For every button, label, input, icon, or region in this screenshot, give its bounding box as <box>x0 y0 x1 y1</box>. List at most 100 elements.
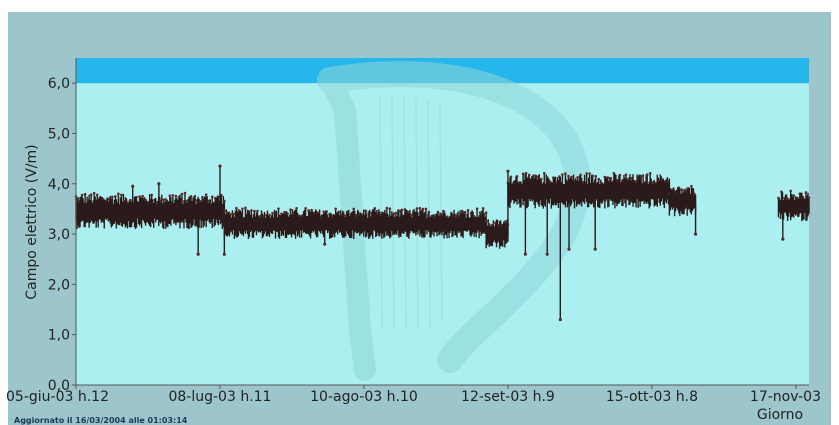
data-point-marker <box>475 207 479 211</box>
data-point-marker <box>588 172 591 175</box>
data-point-marker <box>253 209 256 213</box>
data-point-marker <box>680 188 684 192</box>
data-spike-marker <box>567 247 571 251</box>
data-point-marker <box>412 209 416 212</box>
data-spike-marker <box>781 237 785 241</box>
data-point-marker <box>95 193 99 197</box>
y-tick-label: 5,0 <box>48 126 70 142</box>
y-tick-label: 2,0 <box>48 277 70 293</box>
data-point-marker <box>570 175 573 179</box>
data-point-marker <box>466 209 470 212</box>
data-point-marker <box>618 173 622 177</box>
data-spike-marker <box>545 252 549 256</box>
data-point-marker <box>183 191 187 195</box>
data-point-marker <box>307 209 310 212</box>
data-point-marker <box>521 172 525 176</box>
data-point-marker <box>807 196 811 199</box>
data-spike-marker <box>222 252 226 256</box>
data-spike-marker <box>593 247 597 251</box>
data-point-marker <box>334 207 337 211</box>
data-point-marker <box>421 207 425 211</box>
data-point-marker <box>277 207 280 210</box>
data-point-marker <box>141 194 144 198</box>
data-point-marker <box>609 176 613 180</box>
data-point-marker <box>180 192 184 196</box>
data-point-marker <box>503 220 507 223</box>
data-point-marker <box>424 207 428 211</box>
data-point-marker <box>89 193 93 197</box>
data-point-marker <box>591 174 594 178</box>
data-point-marker <box>138 195 141 198</box>
series-segment <box>506 171 671 209</box>
data-point-marker <box>256 209 259 213</box>
data-point-marker <box>418 206 422 210</box>
updated-footnote: Aggiornato il 16/03/2004 alle 01:03:14 <box>14 416 188 425</box>
data-point-marker <box>585 172 588 175</box>
data-point-marker <box>171 193 175 197</box>
data-point-marker <box>561 173 564 176</box>
data-point-marker <box>804 191 808 194</box>
data-point-marker <box>174 194 178 198</box>
x-tick-label: 17-nov-03 <box>750 389 821 405</box>
data-point-marker <box>189 195 193 198</box>
data-point-marker <box>117 192 120 196</box>
data-point-marker <box>567 174 570 178</box>
y-tick-label: 4,0 <box>48 177 70 193</box>
data-point-marker <box>114 195 117 198</box>
data-point-marker <box>216 195 220 198</box>
data-point-marker <box>244 206 247 210</box>
series-segment <box>668 184 697 217</box>
data-point-marker <box>539 177 543 181</box>
data-point-marker <box>126 201 129 204</box>
data-layer <box>74 164 811 322</box>
data-point-marker <box>439 212 443 216</box>
data-point-marker <box>624 173 628 177</box>
data-spike-marker <box>523 252 527 256</box>
data-point-marker <box>364 209 368 213</box>
data-point-marker <box>394 211 398 215</box>
data-point-marker <box>120 193 123 197</box>
data-point-marker <box>481 207 485 210</box>
y-axis-title: Campo elettrico (V/m) <box>24 144 40 299</box>
data-point-marker <box>645 173 649 176</box>
data-point-marker <box>606 176 610 179</box>
y-tick-label: 6,0 <box>48 76 70 92</box>
x-tick-label: 05-giu-03 h.12 <box>6 389 109 405</box>
data-point-marker <box>241 207 244 211</box>
data-point-marker <box>436 210 440 214</box>
data-spike-marker <box>157 182 161 186</box>
data-point-marker <box>515 174 519 178</box>
data-point-marker <box>304 206 307 210</box>
data-point-marker <box>427 210 431 214</box>
data-point-marker <box>442 210 446 213</box>
data-point-marker <box>693 192 696 196</box>
data-point-marker <box>204 193 208 196</box>
x-tick-label: 08-lug-03 h.11 <box>168 389 271 405</box>
data-point-marker <box>576 176 579 179</box>
data-point-marker <box>385 206 389 210</box>
data-point-marker <box>406 210 410 214</box>
data-point-marker <box>594 174 598 178</box>
data-point-marker <box>400 208 404 212</box>
data-point-marker <box>484 211 488 215</box>
data-point-marker <box>478 211 482 214</box>
y-tick-label: 3,0 <box>48 227 70 243</box>
data-point-marker <box>83 192 87 196</box>
data-point-marker <box>777 196 780 200</box>
data-point-marker <box>397 209 401 213</box>
data-point-marker <box>210 195 214 199</box>
data-point-marker <box>786 197 789 201</box>
data-point-marker <box>487 223 491 226</box>
data-point-marker <box>509 175 513 179</box>
data-point-marker <box>352 207 356 211</box>
data-point-marker <box>564 172 567 175</box>
data-point-marker <box>579 173 582 177</box>
data-point-marker <box>388 207 392 211</box>
data-point-marker <box>286 212 289 215</box>
series-segment <box>223 206 488 240</box>
data-point-marker <box>558 175 561 178</box>
data-point-marker <box>690 184 693 188</box>
data-point-marker <box>80 193 84 197</box>
data-spike-marker <box>218 164 222 168</box>
